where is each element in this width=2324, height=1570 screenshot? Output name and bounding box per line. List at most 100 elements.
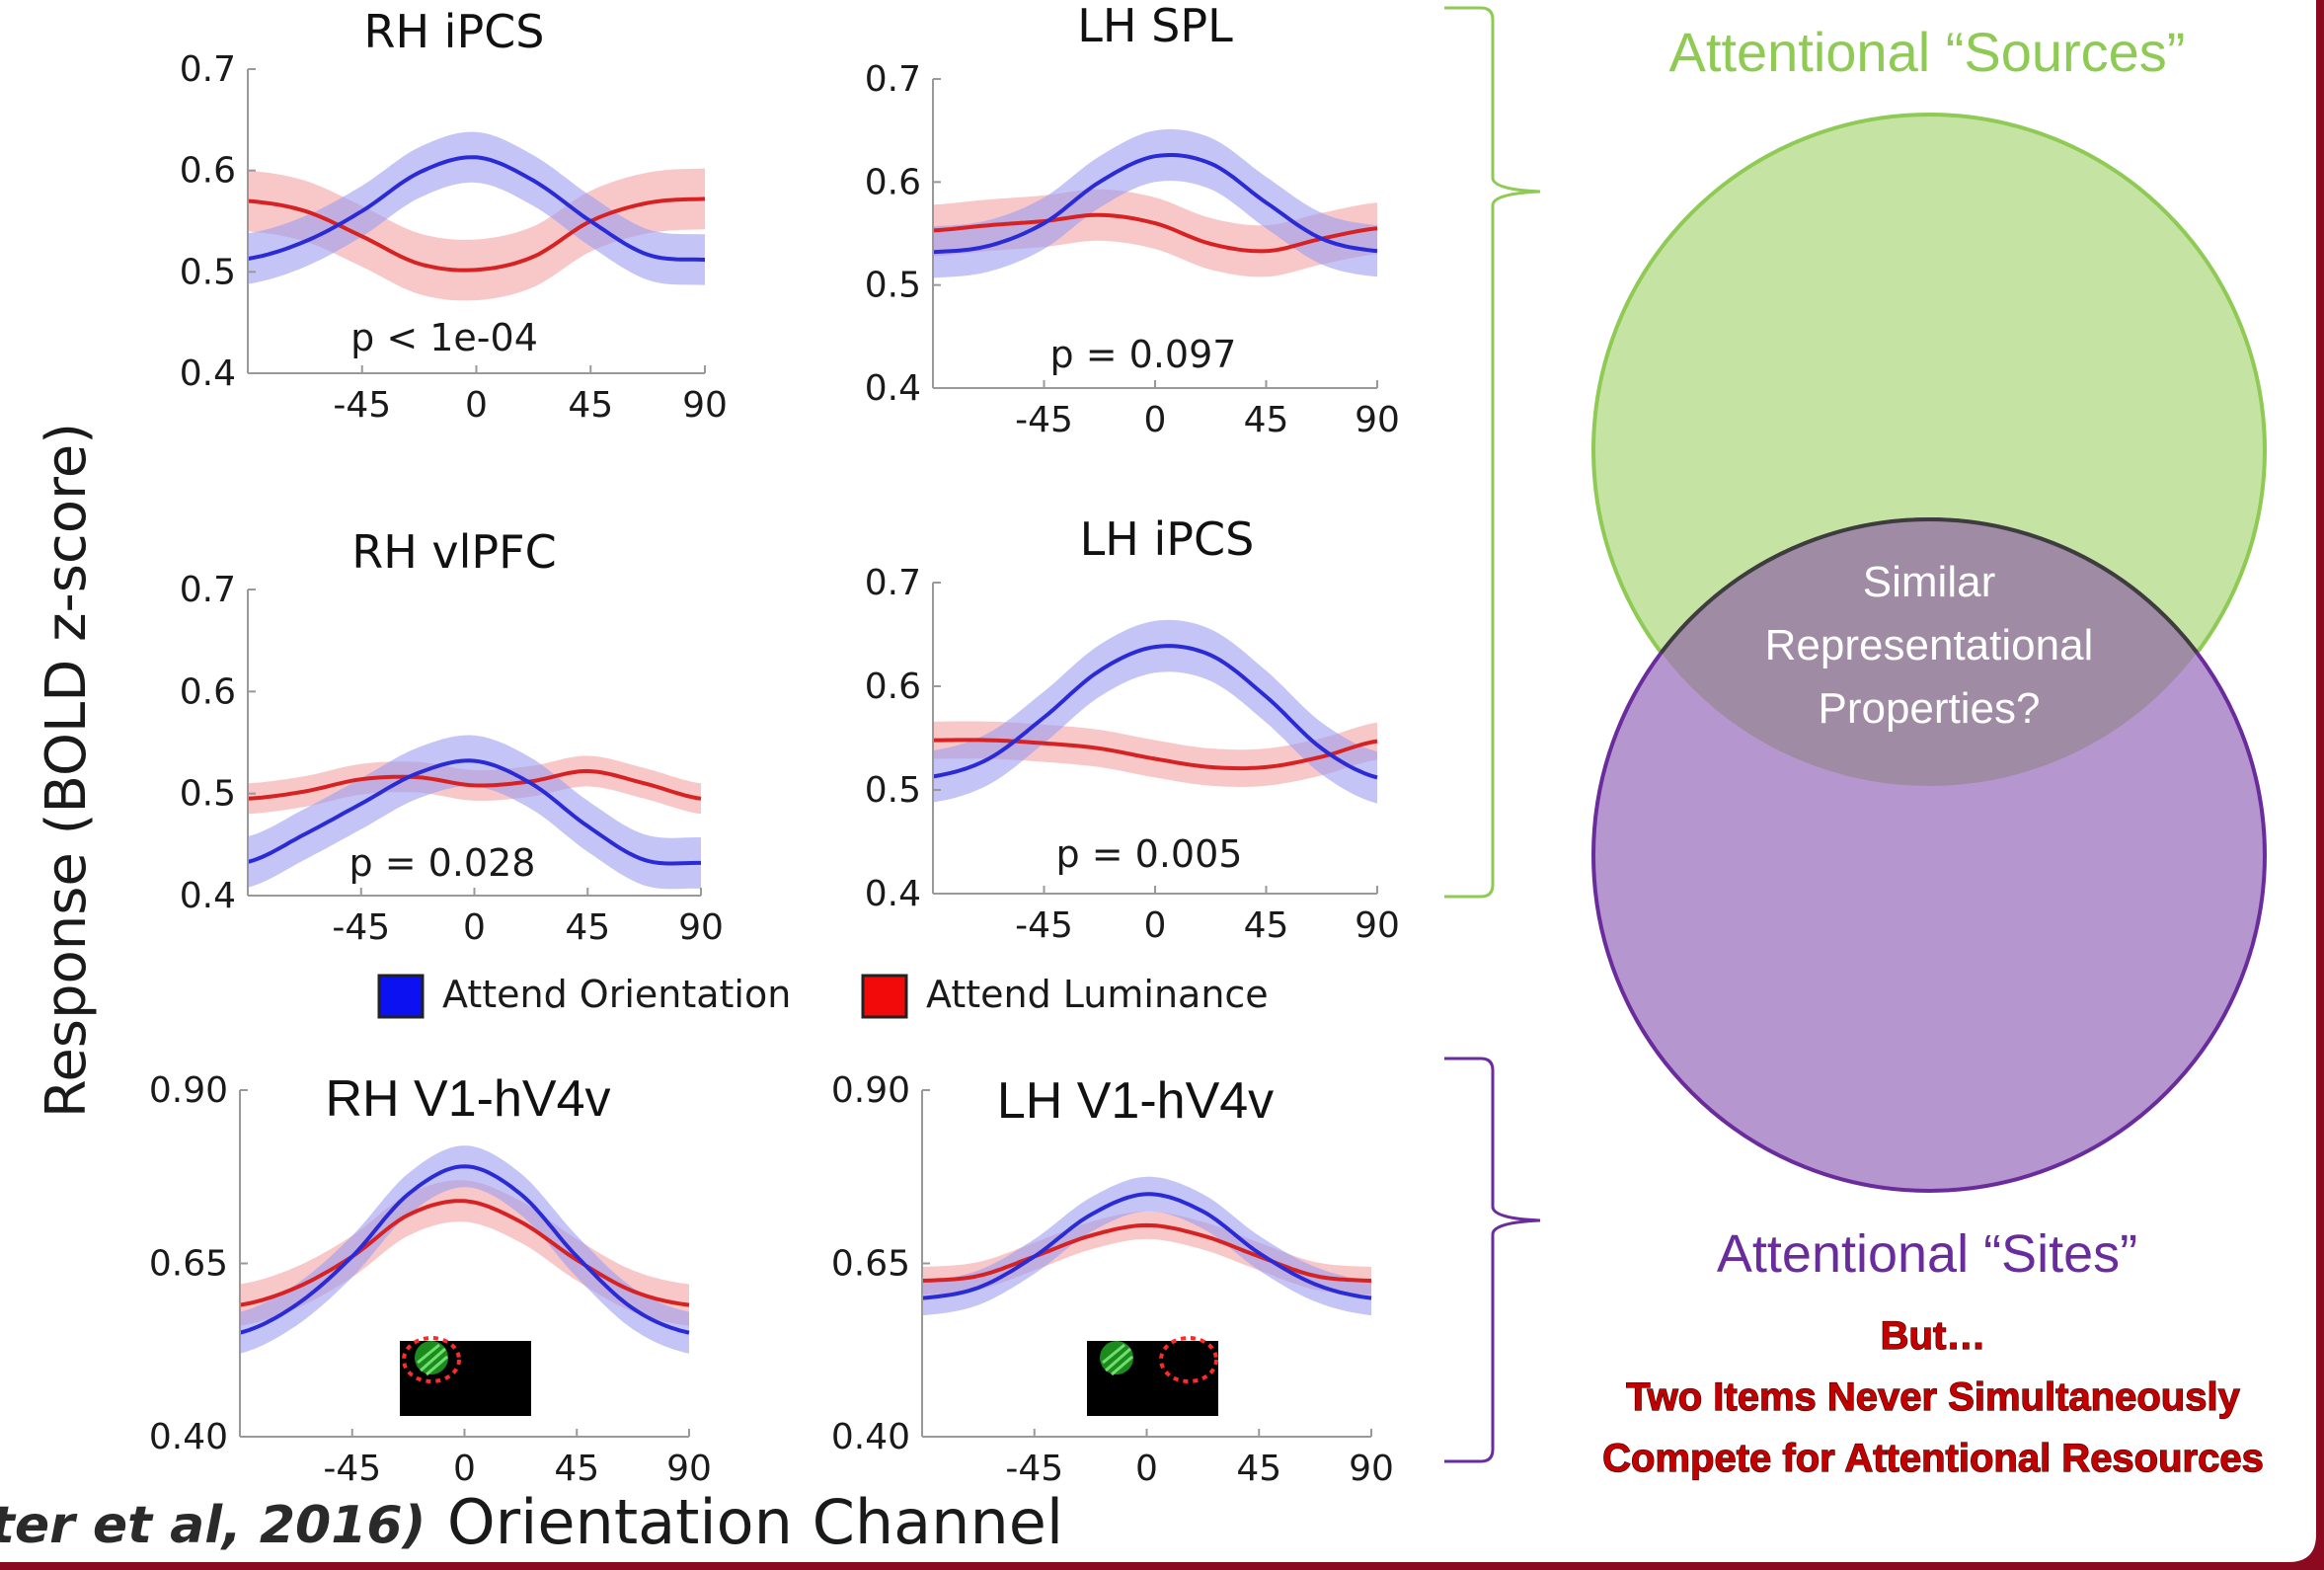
y-tick-label: 0.5: [865, 266, 921, 306]
caveat-line-3: Compete for Attentional Resources: [1602, 1437, 2264, 1480]
x-tick-label: 45: [554, 1449, 599, 1489]
x-tick-label: 45: [1244, 400, 1289, 440]
overlap-label-line-2: Representational: [1765, 621, 2094, 669]
series-line: [921, 1192, 1372, 1300]
series-line: [239, 1164, 690, 1335]
x-tick-label: 45: [1244, 905, 1289, 946]
x-tick-label: 90: [682, 385, 728, 426]
x-tick-label: 0: [453, 1449, 476, 1489]
x-tick-label: 0: [463, 907, 486, 948]
y-tick-label: 0.4: [865, 874, 921, 914]
x-axis-label: Orientation Channel: [447, 1486, 1063, 1558]
x-tick-label: 90: [666, 1449, 712, 1489]
chart-title: LH SPL: [1077, 0, 1233, 52]
series-line: [239, 1199, 690, 1307]
x-tick-label: 90: [1355, 905, 1400, 946]
series-line: [247, 768, 702, 801]
legend-label-luminance: Attend Luminance: [926, 973, 1269, 1016]
series-line: [247, 758, 701, 866]
overlap-label-line-1: Similar: [1863, 558, 1995, 606]
y-tick-label: 0.6: [180, 671, 236, 712]
y-tick-label: 0.7: [180, 49, 236, 90]
x-tick-label: 45: [565, 907, 610, 948]
p-value-annotation: p = 0.005: [1056, 832, 1243, 876]
chart-panel: 0.40 0.65 0.90 -45 0 45 90 RH V1-hV4v: [149, 1070, 712, 1489]
x-tick-label: 45: [1236, 1449, 1281, 1489]
y-tick-label: 0.4: [180, 876, 236, 916]
chart-panel: 0.40 0.65 0.90 -45 0 45 90 LH V1-hV4v: [831, 1070, 1394, 1489]
series-line: [932, 644, 1378, 780]
series-line: [247, 196, 706, 273]
p-value-annotation: p = 0.097: [1050, 333, 1237, 376]
chart-panel: 0.4 0.5 0.6 0.7 -45 0 45 90 RH vlPFC p = 0.028: [180, 525, 724, 948]
y-tick-label: 0.65: [149, 1244, 228, 1285]
chart-title: RH iPCS: [363, 5, 544, 58]
y-tick-label: 0.6: [865, 667, 921, 707]
caveat-line-1: But…: [1881, 1314, 1986, 1358]
sources-label: Attentional “Sources”: [1669, 21, 2186, 83]
x-tick-label: -45: [1015, 905, 1073, 946]
caveat: But… Two Items Never Simultaneously Comp…: [1602, 1313, 2265, 1480]
sites-label: Attentional “Sites”: [1717, 1224, 2137, 1284]
y-tick-label: 0.4: [180, 353, 236, 394]
error-band: [248, 131, 705, 285]
caveat-line-2: Two Items Never Simultaneously: [1626, 1375, 2240, 1419]
stimulus-inset-right: [400, 1336, 531, 1416]
chart-title: RH vlPFC: [351, 525, 557, 579]
series-line: [921, 1222, 1372, 1283]
x-tick-label: 45: [568, 385, 613, 426]
error-band: [933, 128, 1377, 278]
series-line: [932, 153, 1378, 255]
error-band: [240, 1145, 689, 1354]
x-tick-label: -45: [332, 907, 390, 948]
y-tick-label: 0.40: [831, 1417, 910, 1457]
chart-title: RH V1-hV4v: [326, 1070, 611, 1128]
y-tick-label: 0.7: [865, 59, 921, 100]
x-tick-label: 90: [1355, 400, 1400, 440]
error-band: [933, 619, 1377, 804]
error-band: [922, 1176, 1371, 1316]
y-tick-label: 0.90: [831, 1070, 910, 1111]
series-line: [932, 212, 1378, 254]
x-tick-label: 0: [1144, 400, 1167, 440]
legend-label-orientation: Attend Orientation: [442, 973, 791, 1016]
series-line: [247, 155, 706, 262]
legend-swatch-luminance: [861, 974, 908, 1019]
legend: Attend Orientation Attend Luminance: [377, 973, 1269, 1019]
x-tick-label: -45: [323, 1449, 381, 1489]
x-tick-label: 90: [1349, 1449, 1394, 1489]
brace-sources: [1444, 6, 1541, 899]
overlap-label-line-3: Properties?: [1818, 684, 2040, 733]
p-value-annotation: p = 0.028: [349, 841, 536, 885]
chart-title: LH iPCS: [1080, 512, 1255, 566]
x-tick-label: 0: [465, 385, 488, 426]
brace-sites: [1444, 1057, 1541, 1463]
chart-panel: 0.4 0.5 0.6 0.7 -45 0 45 90 LH iPCS p = 0.005: [865, 512, 1400, 946]
x-tick-label: 90: [678, 907, 724, 948]
chart-panel: 0.4 0.5 0.6 0.7 -45 0 45 90 LH SPL p = 0.097: [865, 0, 1400, 440]
overlap-region: [1593, 517, 2265, 786]
x-tick-label: 0: [1144, 905, 1167, 946]
y-tick-label: 0.6: [865, 162, 921, 202]
p-value-annotation: p < 1e-04: [350, 316, 538, 359]
y-tick-label: 0.40: [149, 1417, 228, 1457]
x-tick-label: -45: [1005, 1449, 1063, 1489]
x-tick-label: -45: [333, 385, 391, 426]
y-tick-label: 0.5: [865, 770, 921, 811]
y-tick-label: 0.65: [831, 1244, 910, 1285]
citation: ter et al, 2016): [0, 1496, 426, 1555]
y-tick-label: 0.7: [180, 570, 236, 610]
y-axis-label: Response (BOLD z-score): [35, 423, 99, 1118]
chart-panel: 0.4 0.5 0.6 0.7 -45 0 45 90 RH iPCS p < 1e-04: [180, 5, 728, 426]
error-band: [248, 735, 701, 890]
y-tick-label: 0.7: [865, 563, 921, 603]
y-tick-label: 0.5: [180, 774, 236, 815]
y-tick-label: 0.4: [865, 368, 921, 409]
x-tick-label: -45: [1015, 400, 1073, 440]
x-tick-label: 0: [1135, 1449, 1158, 1489]
venn-diagram: Attentional “Sources” Similar Representa…: [1591, 21, 2267, 1284]
y-tick-label: 0.6: [180, 151, 236, 192]
series-line: [933, 738, 1378, 771]
